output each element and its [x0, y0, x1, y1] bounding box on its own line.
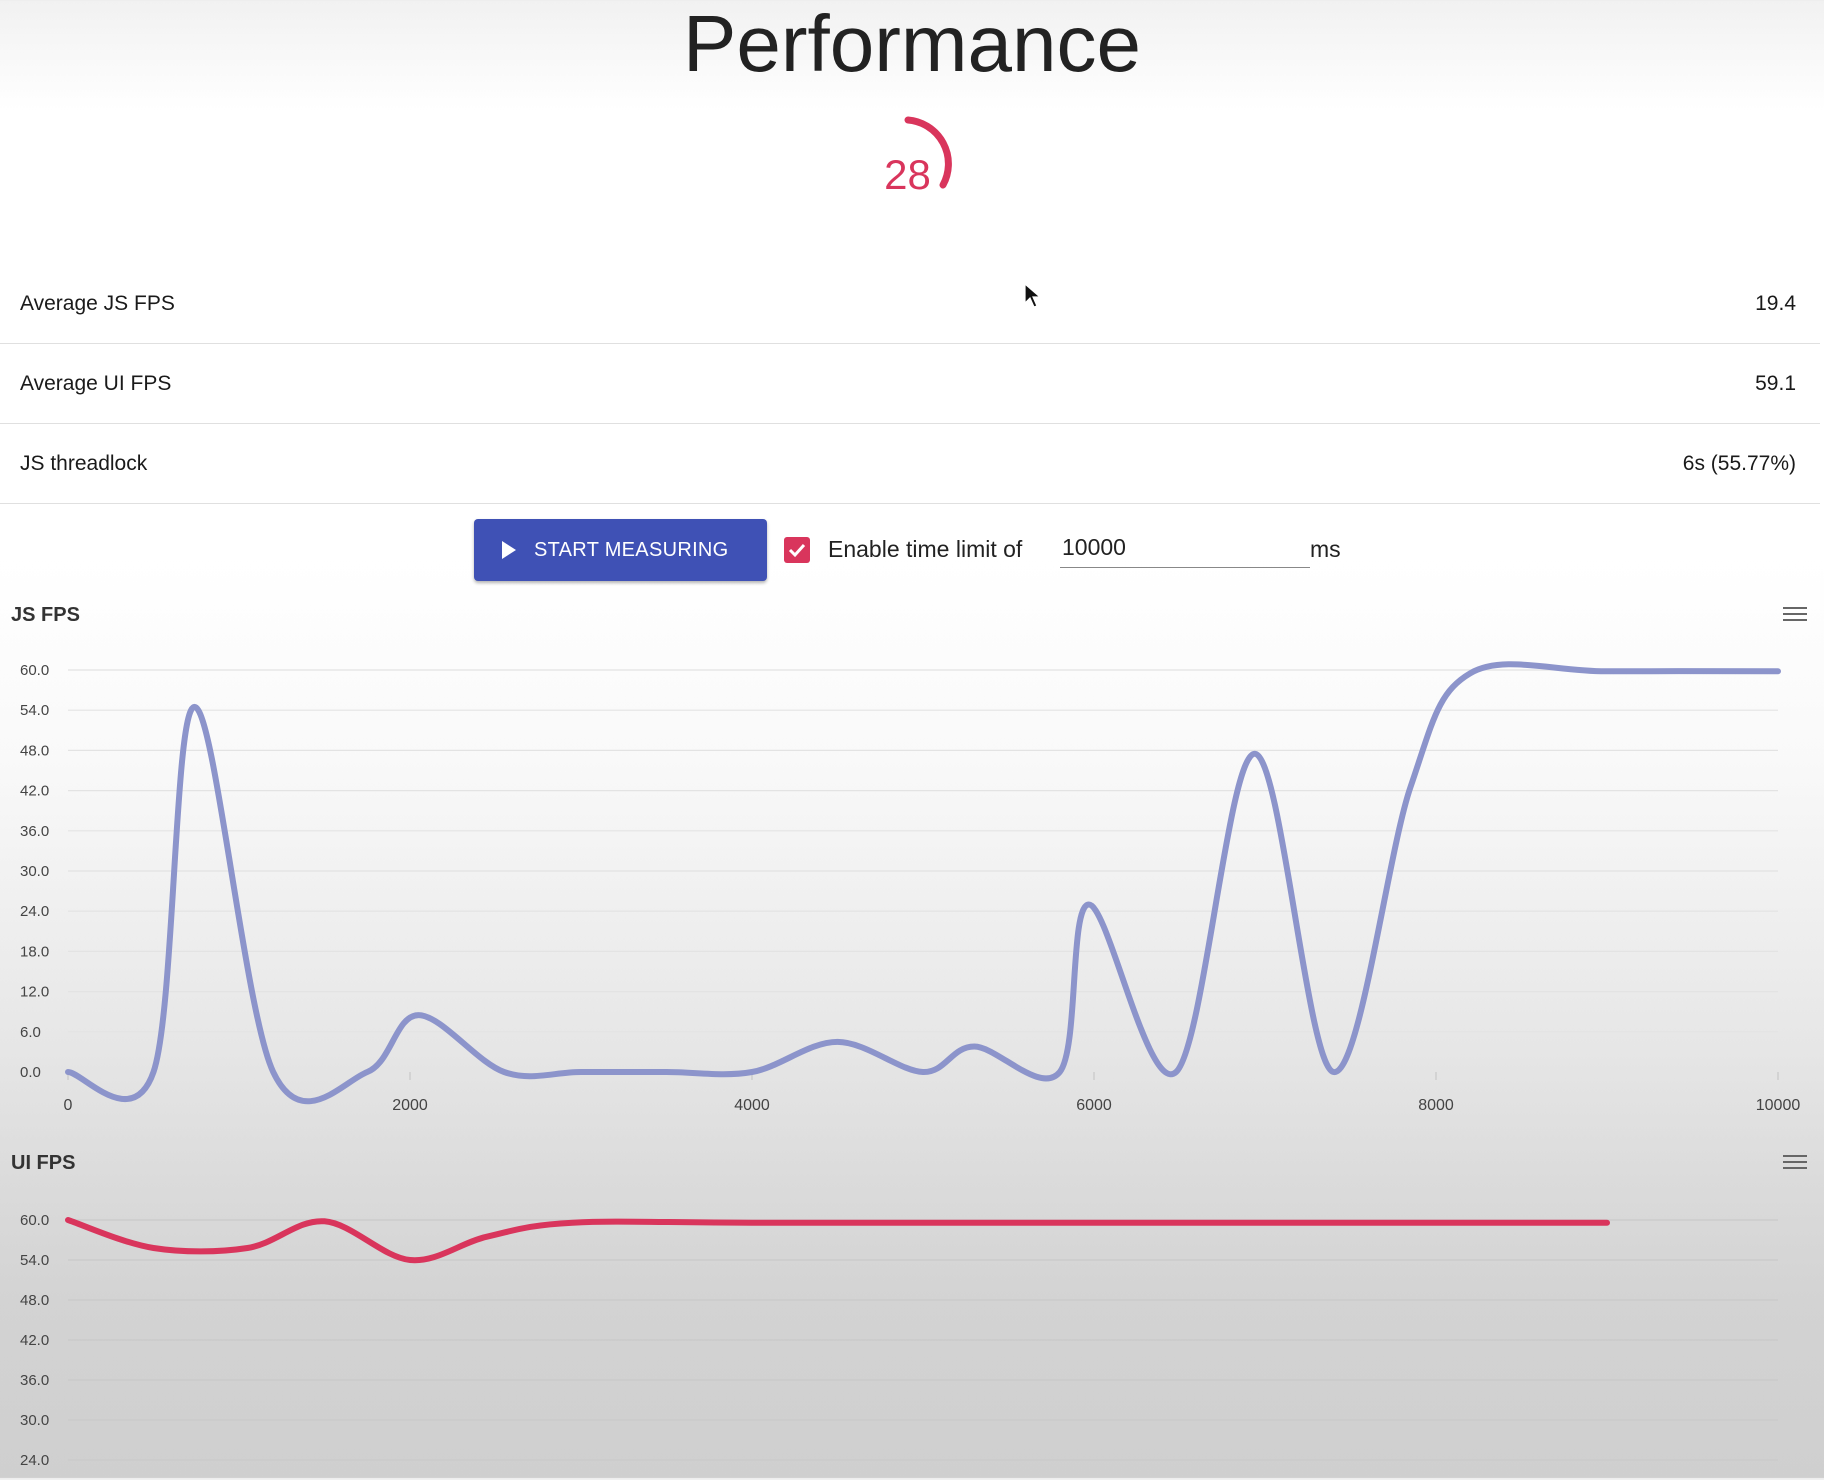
- stats-list: Average JS FPS 19.4 Average UI FPS 59.1 …: [0, 264, 1820, 504]
- js-y-tick-label: 60.0: [20, 662, 49, 679]
- stat-row-js-threadlock: JS threadlock 6s (55.77%): [0, 424, 1820, 504]
- js-x-tick-label: 10000: [1756, 1097, 1801, 1114]
- ui-y-tick-label: 30.0: [20, 1412, 49, 1429]
- js-y-tick-label: 0.0: [20, 1064, 41, 1081]
- js-x-tick-label: 2000: [392, 1097, 428, 1114]
- time-limit-input[interactable]: [1060, 527, 1310, 568]
- mouse-cursor-icon: [1024, 283, 1042, 308]
- ui-y-tick-label: 60.0: [20, 1212, 49, 1229]
- checkmark-icon: [788, 543, 806, 558]
- js-fps-series-line: [65, 661, 1781, 1105]
- js-y-tick-label: 42.0: [20, 783, 49, 800]
- js-fps-menu-icon[interactable]: [1783, 607, 1807, 625]
- start-measuring-label: START MEASURING: [534, 539, 729, 561]
- time-limit-checkbox[interactable]: [784, 537, 810, 563]
- start-measuring-button[interactable]: START MEASURING: [474, 519, 767, 581]
- js-y-tick-label: 54.0: [20, 702, 49, 719]
- ui-y-tick-label: 48.0: [20, 1292, 49, 1309]
- ui-fps-chart: 60.0 54.0 48.0 42.0 36.0 30.0 24.0: [20, 1212, 1778, 1469]
- js-y-tick-label: 12.0: [20, 984, 49, 1001]
- ui-fps-menu-icon[interactable]: [1783, 1155, 1807, 1173]
- stat-value: 59.1: [1755, 372, 1796, 395]
- ui-y-tick-label: 54.0: [20, 1252, 49, 1269]
- ui-y-tick-label: 36.0: [20, 1372, 49, 1389]
- ui-y-tick-label: 42.0: [20, 1332, 49, 1349]
- js-y-tick-label: 30.0: [20, 863, 49, 880]
- stat-label: Average JS FPS: [20, 292, 175, 315]
- ui-y-tick-label: 24.0: [20, 1452, 49, 1469]
- js-x-tick-label: 6000: [1076, 1097, 1112, 1114]
- stat-value: 6s (55.77%): [1682, 452, 1796, 475]
- js-y-tick-label: 24.0: [20, 903, 49, 920]
- time-limit-label: Enable time limit of: [828, 536, 1023, 562]
- ui-fps-chart-title: UI FPS: [11, 1152, 76, 1174]
- js-y-tick-label: 18.0: [20, 943, 49, 960]
- page-title: Performance: [683, 0, 1141, 88]
- js-y-tick-label: 6.0: [20, 1024, 41, 1041]
- js-fps-chart-title: JS FPS: [11, 604, 80, 626]
- stat-value: 19.4: [1755, 292, 1796, 315]
- time-limit-unit: ms: [1310, 536, 1341, 562]
- stat-label: JS threadlock: [20, 452, 148, 475]
- js-x-tick-label: 4000: [734, 1097, 770, 1114]
- fps-gauge-arc: [904, 116, 952, 189]
- measure-controls: START MEASURING Enable time limit of ms: [474, 519, 1374, 581]
- stat-row-avg-js-fps: Average JS FPS 19.4: [0, 264, 1820, 344]
- js-y-tick-label: 36.0: [20, 823, 49, 840]
- ui-fps-series-line: [65, 1217, 1610, 1264]
- stat-label: Average UI FPS: [20, 372, 172, 395]
- js-x-tick-label: 0: [64, 1097, 73, 1114]
- stat-row-avg-ui-fps: Average UI FPS 59.1: [0, 344, 1820, 424]
- js-x-tick-label: 8000: [1418, 1097, 1454, 1114]
- js-y-tick-label: 48.0: [20, 742, 49, 759]
- js-fps-chart: 0.0 6.0 12.0 18.0 24.0 30.0 36.0 42.0 48.0 54.0 60…: [20, 661, 1801, 1114]
- fps-gauge-value: 28: [884, 151, 931, 198]
- play-icon: [502, 541, 516, 559]
